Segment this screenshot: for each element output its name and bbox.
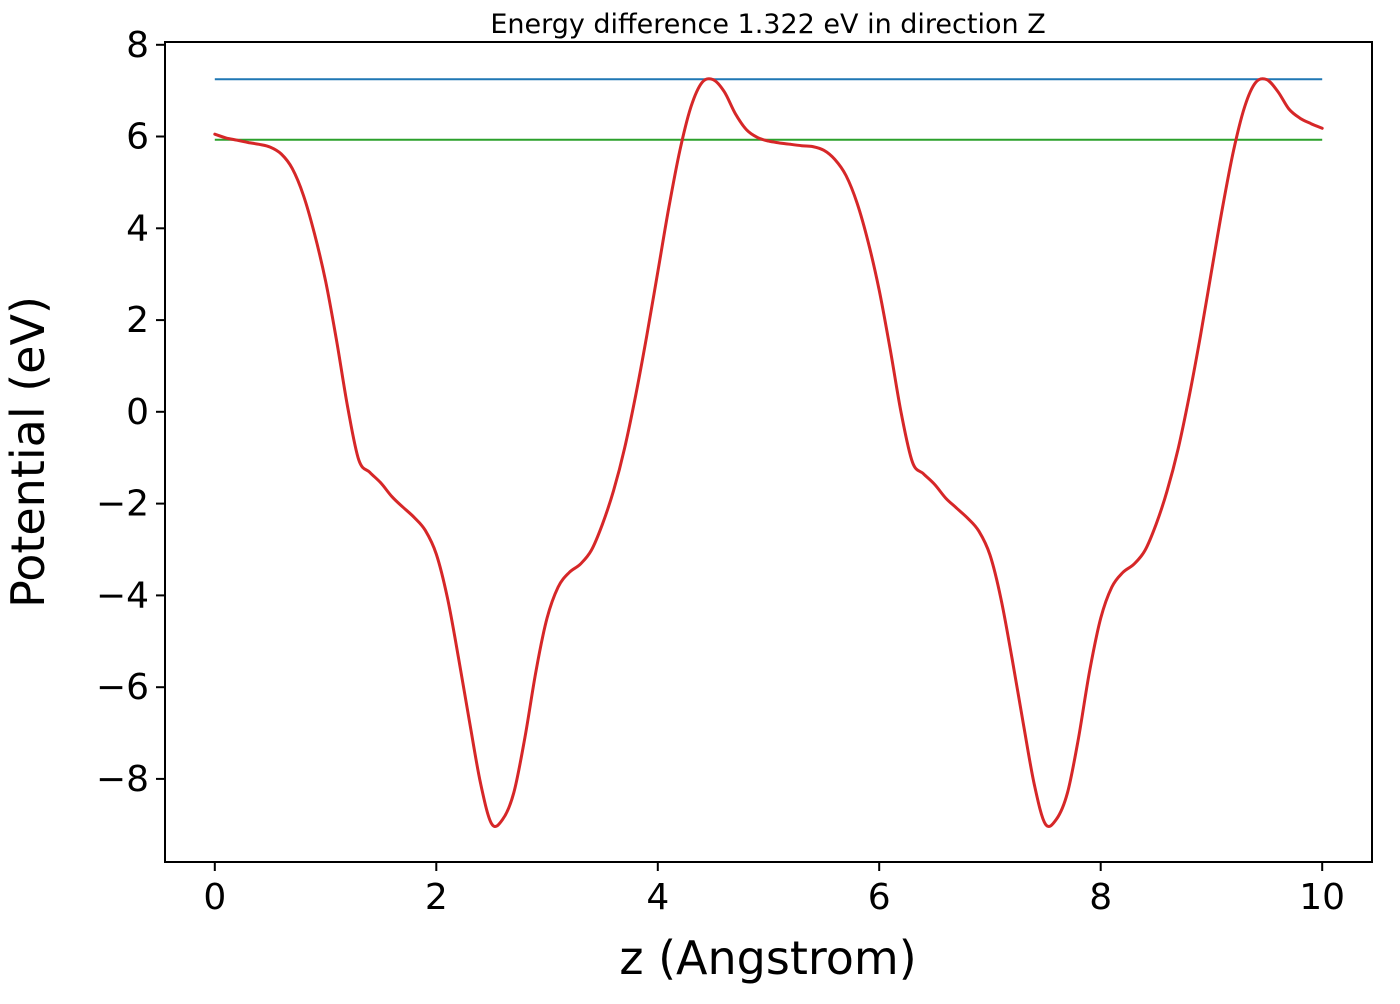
x-tick-label: 0 <box>203 877 226 918</box>
y-tick-label: −2 <box>96 484 149 525</box>
x-tick-label: 4 <box>646 877 669 918</box>
chart-title: Energy difference 1.322 eV in direction … <box>490 9 1045 40</box>
x-tick-label: 2 <box>425 877 448 918</box>
y-tick-label: −8 <box>96 759 149 800</box>
axes-frame <box>164 41 1373 863</box>
y-tick-label: 0 <box>126 392 149 433</box>
y-axis-label: Potential (eV) <box>1 296 55 608</box>
x-tick-label: 10 <box>1299 877 1345 918</box>
planar-averaged-potential <box>213 77 1324 828</box>
x-axis-label: z (Angstrom) <box>619 931 916 985</box>
y-tick-label: 6 <box>126 117 149 158</box>
y-tick-label: −6 <box>96 667 149 708</box>
y-tick-label: −4 <box>96 575 149 616</box>
y-tick-label: 4 <box>126 208 149 249</box>
plot-area: 0 2 4 6 8 10 8 6 4 2 0 −2 −4 −6 −8 <box>96 25 1373 918</box>
x-tick-label: 6 <box>868 877 891 918</box>
y-tick-label: 8 <box>126 25 149 66</box>
x-tick-label: 8 <box>1089 877 1112 918</box>
y-tick-label: 2 <box>126 300 149 341</box>
